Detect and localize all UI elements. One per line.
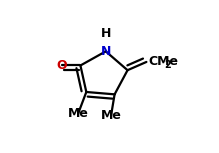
Text: N: N [101,45,111,58]
Text: CMe: CMe [149,55,179,68]
Text: O: O [57,59,67,72]
Text: H: H [101,27,111,40]
Text: Me: Me [101,109,122,122]
Text: 2: 2 [164,60,171,71]
Text: Me: Me [68,107,88,120]
